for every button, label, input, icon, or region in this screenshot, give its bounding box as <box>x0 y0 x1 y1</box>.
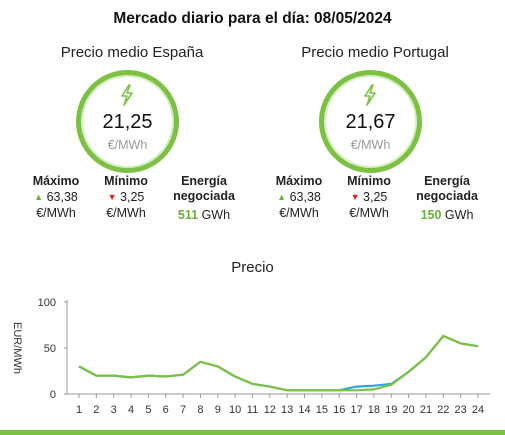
x-tick-label: 3 <box>111 404 117 416</box>
spain-min-unit: €/MWh <box>106 206 146 220</box>
spain-price-unit: €/MWh <box>107 138 148 152</box>
chart-title: Precio <box>231 259 274 276</box>
spain-min-label: Mínimo <box>104 174 148 188</box>
spain-energy-unit: GWh <box>201 208 231 222</box>
lightning-bolt-icon <box>121 84 133 106</box>
spain-energy-value: 511 <box>177 208 199 222</box>
portugal-min-stat: Mínimo ▼ 3,25 €/MWh <box>333 174 405 221</box>
x-tick-label: 5 <box>145 404 151 416</box>
portugal-min-unit: €/MWh <box>349 206 389 220</box>
spain-min-stat: Mínimo ▼ 3,25 €/MWh <box>90 174 162 221</box>
x-tick-label: 8 <box>197 404 203 416</box>
down-triangle-icon: ▼ <box>350 192 360 202</box>
up-triangle-icon: ▲ <box>277 192 287 202</box>
x-tick-label: 14 <box>298 404 310 416</box>
x-tick-label: 10 <box>229 404 241 416</box>
spain-min-value: 3,25 <box>120 190 145 204</box>
x-tick-label: 15 <box>316 404 328 416</box>
portugal-energy-value: 150 <box>420 208 442 222</box>
spain-max-stat: Máximo ▲ 63,38 €/MWh <box>20 174 92 221</box>
spain-max-unit: €/MWh <box>36 206 76 220</box>
portugal-min-label: Mínimo <box>347 174 391 188</box>
x-tick-label: 22 <box>437 404 449 416</box>
x-tick-label: 13 <box>281 404 293 416</box>
x-tick-label: 16 <box>333 404 345 416</box>
portugal-min-value: 3,25 <box>363 190 388 204</box>
x-tick-label: 9 <box>215 404 221 416</box>
x-tick-label: 4 <box>128 404 134 416</box>
portugal-max-stat: Máximo ▲ 63,38 €/MWh <box>263 174 335 221</box>
portugal-stats: Máximo ▲ 63,38 €/MWh Mínimo ▼ 3,25 €/MWh… <box>245 174 505 234</box>
y-tick-label: 0 <box>50 389 56 401</box>
y-tick-label: 50 <box>44 343 56 355</box>
portugal-title: Precio medio Portugal <box>301 44 449 61</box>
portugal-price-value: 21,67 <box>345 111 396 133</box>
x-tick-label: 18 <box>368 404 380 416</box>
spain-price-value: 21,25 <box>102 111 153 133</box>
spain-price-gauge: 21,25 €/MWh <box>76 70 179 173</box>
portugal-max-value: 63,38 <box>289 190 321 204</box>
x-tick-label: 21 <box>420 404 432 416</box>
portugal-max-unit: €/MWh <box>279 206 319 220</box>
x-tick-label: 20 <box>402 404 414 416</box>
spain-energy-stat: Energía negociada 511 GWh <box>162 174 246 223</box>
spain-title: Precio medio España <box>60 44 204 61</box>
bottom-accent-bar <box>0 430 505 435</box>
portugal-panel: Precio medio Portugal 21,67 €/MWh Máximo… <box>245 44 505 222</box>
portugal-energy-label-1: Energía <box>424 174 470 188</box>
spain-price-line <box>78 334 479 392</box>
x-tick-label: 17 <box>350 404 362 416</box>
down-triangle-icon: ▼ <box>107 192 117 202</box>
portugal-energy-label-2: negociada <box>416 189 478 203</box>
y-tick-label: 100 <box>38 297 56 309</box>
portugal-price-unit: €/MWh <box>350 138 391 152</box>
x-tick-label: 7 <box>180 404 186 416</box>
x-tick-label: 24 <box>472 404 484 416</box>
portugal-energy-unit: GWh <box>444 208 474 222</box>
x-tick-label: 2 <box>93 404 99 416</box>
y-axis-label: EUR/MWh <box>11 322 23 374</box>
x-tick-label: 11 <box>247 404 258 416</box>
page-title: Mercado diario para el día: 08/05/2024 <box>113 10 392 27</box>
portugal-max-label: Máximo <box>275 174 323 188</box>
lightning-bolt-icon <box>364 84 376 106</box>
x-tick-label: 23 <box>455 404 467 416</box>
x-tick-label: 12 <box>264 404 276 416</box>
spain-energy-label-1: Energía <box>181 174 227 188</box>
spain-max-value: 63,38 <box>46 190 78 204</box>
spain-energy-label-2: negociada <box>173 189 235 203</box>
up-triangle-icon: ▲ <box>34 192 44 202</box>
x-tick-label: 19 <box>385 404 397 416</box>
x-tick-label: 6 <box>163 404 169 416</box>
portugal-energy-stat: Energía negociada 150 GWh <box>405 174 489 223</box>
portugal-price-gauge: 21,67 €/MWh <box>319 70 422 173</box>
spain-stats: Máximo ▲ 63,38 €/MWh Mínimo ▼ 3,25 €/MWh… <box>2 174 262 234</box>
spain-max-label: Máximo <box>32 174 80 188</box>
spain-panel: Precio medio España 21,25 €/MWh Máximo ▲… <box>2 44 262 222</box>
x-tick-label: 1 <box>76 404 82 416</box>
